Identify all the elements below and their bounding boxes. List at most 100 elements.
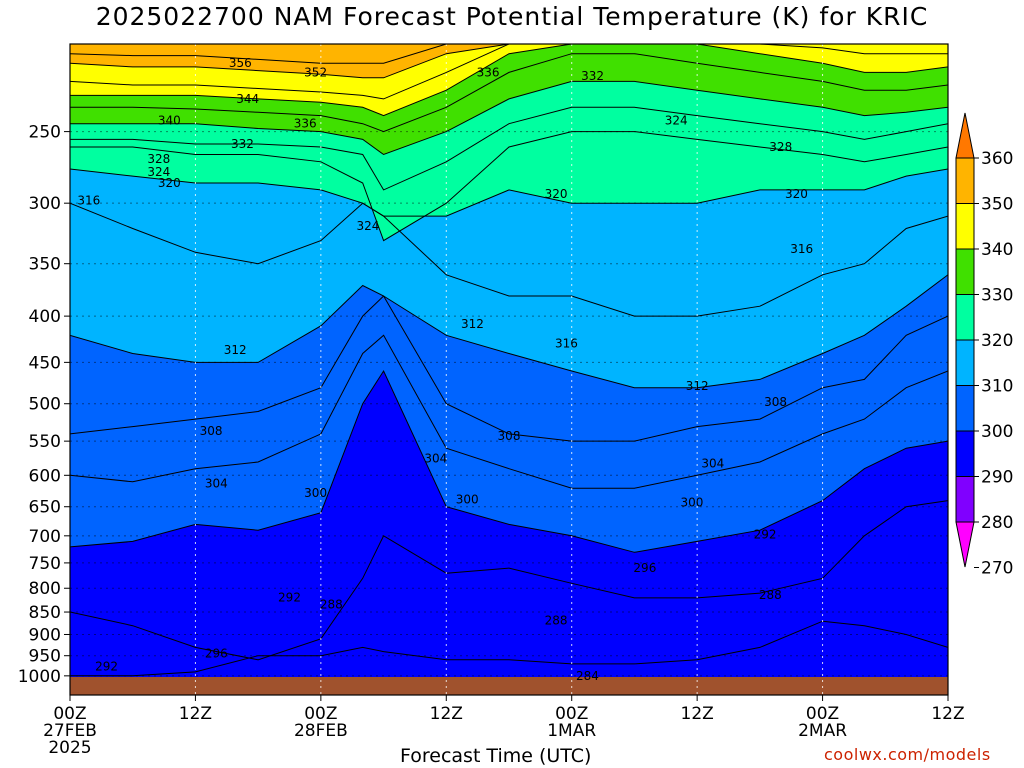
isentrope-296: [70, 500, 948, 661]
colorbar-label: 310: [981, 377, 1013, 397]
isentrope-340: [70, 44, 948, 117]
y-tick-label: 600: [29, 466, 61, 486]
contour-label: 324: [147, 165, 170, 179]
contour-label: 300: [304, 486, 327, 500]
y-tick-label: 700: [29, 527, 61, 547]
colorbar-swatch: [955, 339, 975, 386]
x-tick-label: 27FEB: [43, 721, 97, 741]
isentrope-290: [70, 620, 948, 677]
contour-label: 328: [769, 140, 792, 154]
heatmap-fill: [70, 44, 948, 695]
x-tick-label: 00Z: [806, 704, 839, 724]
colorbar-swatch-top: [955, 112, 975, 159]
isentrope-344: [70, 44, 948, 100]
colorbar-label: 320: [981, 331, 1013, 351]
y-tick-label: 800: [29, 579, 61, 599]
colorbar-label: 290: [981, 468, 1013, 488]
isentrope-304: [70, 334, 948, 489]
colorbar-swatch: [955, 157, 975, 204]
contour-label: 284: [576, 669, 599, 683]
y-tick-label: 350: [29, 255, 61, 275]
contour-label: 336: [294, 117, 317, 131]
colorbar-label: 350: [981, 195, 1013, 215]
contour-label: 304: [424, 452, 447, 466]
x-tick-label: 12Z: [681, 704, 714, 724]
colorbar-label: 280: [981, 513, 1013, 533]
ground-strip: [70, 677, 948, 695]
colorbar-label: 340: [981, 240, 1013, 260]
y-tick-label: 850: [29, 603, 61, 623]
isentrope-336: [70, 53, 948, 133]
contour-label: 288: [759, 588, 782, 602]
colorbar-swatch: [955, 430, 975, 477]
contour-label: 308: [200, 424, 223, 438]
contour-label: 356: [229, 56, 252, 70]
y-tick-label: 1000: [18, 667, 61, 687]
colorbar-swatch: [955, 248, 975, 295]
y-tick-label: 950: [29, 647, 61, 667]
isentrope-300: [70, 369, 948, 553]
contour-label: 292: [754, 528, 777, 542]
isentrope-332: [70, 80, 948, 156]
x-tick-label: 12Z: [931, 704, 964, 724]
contour-label: 316: [790, 242, 813, 256]
contour-label: 296: [205, 647, 228, 661]
isentrope-352: [70, 44, 948, 79]
isentrope-356: [70, 44, 948, 64]
contour-label: 308: [498, 429, 521, 443]
contour-label: 312: [686, 379, 709, 393]
contour-label: 304: [205, 477, 228, 491]
contour-label: 296: [633, 561, 656, 575]
contour-label: 332: [581, 69, 604, 83]
contour-label: 320: [158, 176, 181, 190]
isentrope-312: [70, 274, 948, 389]
theta-bands: [70, 44, 948, 676]
x-tick-label: 12Z: [430, 704, 463, 724]
contour-label: 288: [320, 598, 343, 612]
contour-label: 292: [278, 590, 301, 604]
isentrope-308: [70, 295, 948, 442]
contour-label: 308: [764, 395, 787, 409]
y-tick-label: 750: [29, 554, 61, 574]
contour-label: 332: [231, 137, 254, 151]
isentrope-324: [70, 131, 948, 242]
contour-label: 320: [785, 187, 808, 201]
y-tick-label: 500: [29, 395, 61, 415]
contour-label: 300: [680, 495, 703, 509]
contour-label: 352: [304, 65, 327, 79]
isentrope-328: [70, 106, 948, 191]
contour-label: 292: [95, 660, 118, 674]
contour-label: 304: [701, 456, 724, 470]
contour-label: 324: [665, 113, 688, 127]
contour-label: 312: [461, 317, 484, 331]
colorbar-label: 270: [981, 559, 1013, 579]
x-axis-label: Forecast Time (UTC): [400, 745, 592, 767]
isentrope-320: [70, 168, 948, 217]
colorbar: 360 350 340 330 320 310 300 290 280 270: [955, 112, 1013, 579]
contour-label: 288: [545, 613, 568, 627]
x-tick-label: 2MAR: [798, 721, 847, 741]
contour-label: 344: [236, 92, 259, 106]
colorbar-swatch: [955, 294, 975, 341]
contour-label: 328: [147, 152, 170, 166]
x-tick-label: 00Z: [304, 704, 337, 724]
theta-band-356: [70, 44, 948, 64]
y-tick-label: 550: [29, 432, 61, 452]
colorbar-label: 300: [981, 422, 1013, 442]
credit-link[interactable]: coolwx.com/models: [824, 745, 991, 764]
y-tick-label: 450: [29, 353, 61, 373]
chart-title: 2025022700 NAM Forecast Potential Temper…: [95, 2, 929, 31]
x-tick-label: 00Z: [53, 704, 86, 724]
contour-label: 312: [224, 343, 247, 357]
x-tick-label: 12Z: [179, 704, 212, 724]
contour-label: 336: [477, 65, 500, 79]
x-tick-label: 28FEB: [294, 721, 348, 741]
contour-label: 300: [456, 492, 479, 506]
contour-label: 324: [356, 219, 379, 233]
contour-label: 320: [545, 187, 568, 201]
contour-label: 316: [555, 337, 578, 351]
isentrope-contours: [70, 44, 948, 677]
